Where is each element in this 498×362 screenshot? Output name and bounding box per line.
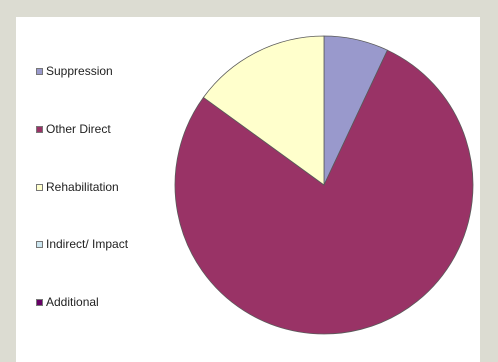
legend-swatch-other-direct — [36, 125, 43, 133]
legend-swatch-indirect-impact — [36, 240, 43, 248]
legend-swatch-rehabilitation — [36, 183, 43, 191]
legend-label-suppression: Suppression — [46, 64, 113, 78]
legend-label-additional: Additional — [46, 295, 99, 309]
pie-slice-other-direct — [174, 49, 474, 335]
pie-slice-rehabilitation — [202, 35, 325, 186]
legend-label-indirect-impact: Indirect/ Impact — [46, 237, 129, 251]
chart-panel: Suppression Other Direct Rehabilitation … — [16, 17, 480, 362]
legend-label-other-direct: Other Direct — [46, 122, 111, 136]
legend-item-indirect-impact: Indirect/ Impact — [36, 236, 128, 252]
legend-swatch-additional — [36, 298, 43, 306]
chart-legend: Suppression Other Direct Rehabilitation … — [36, 17, 186, 362]
legend-item-suppression: Suppression — [36, 63, 113, 79]
pie-slices — [174, 35, 474, 335]
legend-item-additional: Additional — [36, 294, 99, 310]
legend-item-other-direct: Other Direct — [36, 121, 111, 137]
legend-item-rehabilitation: Rehabilitation — [36, 179, 119, 195]
legend-label-rehabilitation: Rehabilitation — [46, 180, 119, 194]
pie-chart — [174, 35, 474, 335]
legend-swatch-suppression — [36, 67, 43, 75]
